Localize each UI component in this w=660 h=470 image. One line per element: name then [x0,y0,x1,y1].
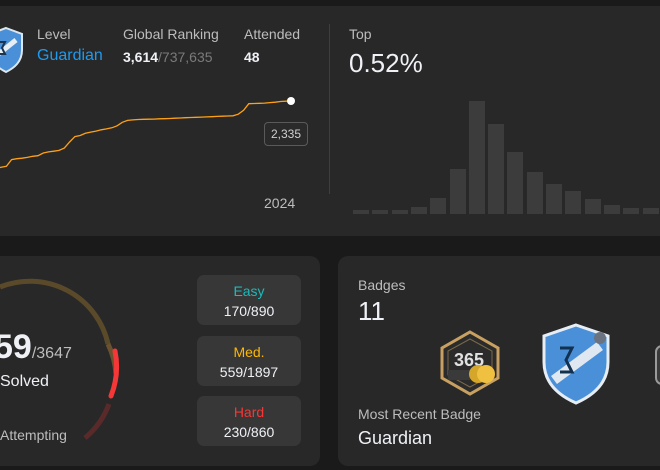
hard-label: Hard [233,404,265,420]
contest-rating-card: Level Guardian Global Ranking 3,614/737,… [0,6,660,236]
histogram-bar[interactable] [623,208,640,214]
rating-distribution-histogram[interactable] [0,6,660,236]
365-days-badge-icon[interactable]: 365 [438,330,502,396]
most-recent-badge-value: Guardian [358,428,433,448]
attended-value: 48 [244,49,260,65]
guardian-badge-icon[interactable] [538,322,614,406]
top-label: Top [349,26,372,42]
solved-label: Solved [0,373,49,390]
histogram-bar[interactable] [603,205,620,214]
medium-count: 559/1897 [219,364,279,380]
histogram-bar[interactable] [430,198,447,214]
difficulty-easy[interactable]: Easy 170/890 [197,275,301,325]
easy-label: Easy [233,283,265,299]
histogram-bar[interactable] [372,209,389,214]
svg-text:365: 365 [454,350,484,370]
histogram-bar[interactable] [391,209,408,214]
badges-card: Badges 11 365 Most Recent Badge Guardian [338,256,660,466]
level-value: Guardian [37,47,103,64]
level-label: Level [37,26,71,42]
histogram-bar[interactable] [565,191,582,214]
divider [329,24,330,194]
badges-count: 11 [358,296,385,326]
rating-line [0,100,292,169]
partial-badge-icon[interactable] [652,342,660,388]
histogram-bar[interactable] [642,208,659,214]
global-ranking-value: 3,614/737,635 [123,49,213,65]
attended-label: Attended [244,26,301,42]
solved-progress-ring [0,278,120,440]
histogram-bar[interactable] [353,209,369,214]
ranking-number: 3,614 [123,49,159,65]
difficulty-hard[interactable]: Hard 230/860 [197,396,301,446]
most-recent-badge-label: Most Recent Badge [358,406,481,422]
ranking-total: /737,635 [158,49,213,65]
histogram-bar[interactable] [488,123,505,214]
histogram-bar[interactable] [449,168,466,214]
histogram-bar[interactable] [546,183,562,214]
histogram-bar[interactable] [526,172,543,214]
easy-count: 170/890 [223,303,275,319]
chart-year-label: 2024 [264,195,296,211]
hard-count: 230/860 [223,424,275,440]
rating-history-chart[interactable] [0,6,320,206]
rating-tooltip: 2,335 [264,122,309,146]
histogram-bar[interactable] [468,101,485,214]
global-ranking-label: Global Ranking [123,26,219,42]
histogram-bar[interactable] [584,199,601,214]
guardian-level-icon [0,26,23,74]
histogram-bar[interactable] [507,151,524,214]
solved-total: /3647 [31,345,72,362]
rating-current-point[interactable] [287,97,295,105]
top-percentage: 0.52% [349,48,423,78]
badges-label: Badges [358,277,406,293]
attempting-label: Attempting [0,427,67,443]
solved-count-number: 59 [0,328,32,366]
solved-count: 59/3647 [0,328,72,367]
medium-label: Med. [233,344,265,360]
histogram-bar[interactable] [410,207,427,214]
difficulty-medium[interactable]: Med. 559/1897 [197,336,301,386]
solved-problems-card: 59/3647 Solved Attempting Easy 170/890 M… [0,256,320,466]
